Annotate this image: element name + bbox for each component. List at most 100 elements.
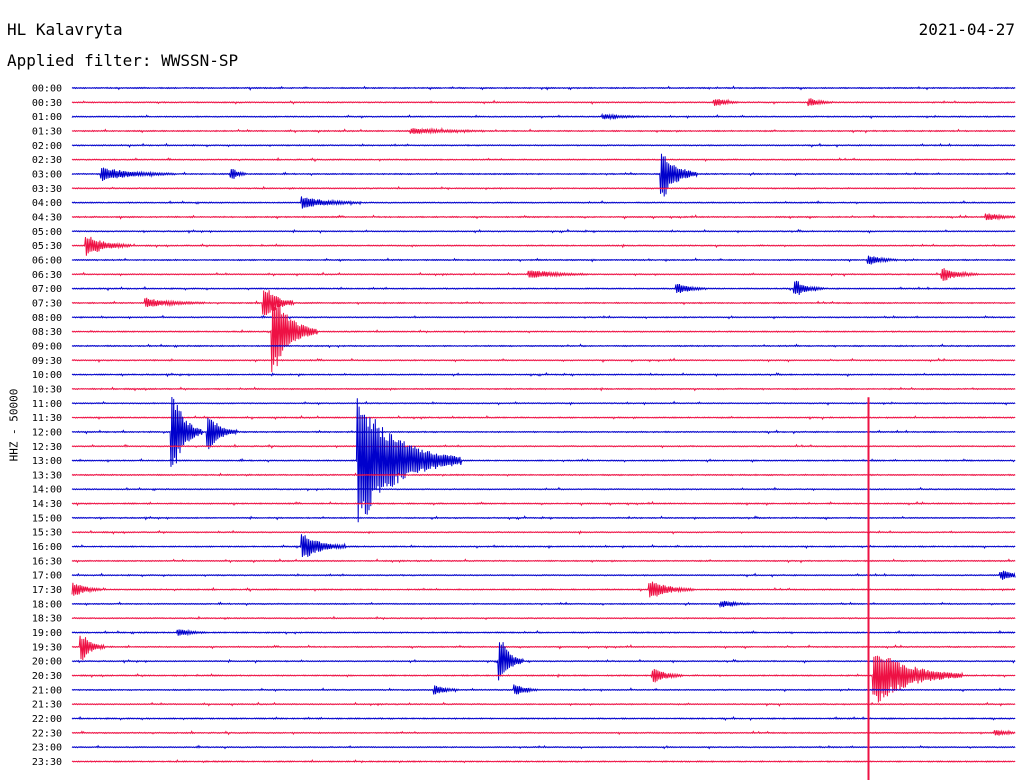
- trace-line: [71, 486, 1016, 492]
- row-tick-label: 12:00: [32, 427, 62, 438]
- row-tick-label: 09:00: [32, 341, 62, 352]
- row-tick-label: 18:30: [32, 614, 62, 625]
- row-tick-label: 04:00: [32, 198, 62, 209]
- row-tick-label: 20:30: [32, 671, 62, 682]
- row-tick-label: 05:00: [32, 227, 62, 238]
- row-tick-label: 12:30: [32, 442, 62, 453]
- trace-line: [71, 112, 1016, 121]
- trace-line: [71, 280, 1016, 295]
- row-tick-label: 05:30: [32, 241, 62, 252]
- trace-line: [71, 142, 1016, 148]
- row-tick-label: 03:30: [32, 184, 62, 195]
- trace-line: [71, 744, 1016, 750]
- row-tick-label: 14:30: [32, 499, 62, 510]
- row-tick-label: 10:00: [32, 370, 62, 381]
- row-tick-label: 15:30: [32, 528, 62, 539]
- filter-label: Applied filter: WWSSN-SP: [7, 51, 239, 70]
- trace-line: [71, 558, 1016, 564]
- trace-line: [71, 85, 1016, 91]
- row-tick-label: 10:30: [32, 384, 62, 395]
- trace-line: [71, 581, 1016, 598]
- row-tick-label: 07:30: [32, 298, 62, 309]
- trace-line: [71, 236, 1016, 256]
- row-tick-label: 18:00: [32, 599, 62, 610]
- row-tick-label: 11:00: [32, 399, 62, 410]
- row-tick-label: 23:00: [32, 743, 62, 754]
- row-tick-label: 02:30: [32, 155, 62, 166]
- trace-line: [71, 400, 1016, 406]
- trace-line: [71, 443, 1016, 449]
- trace-line: [71, 294, 1016, 373]
- row-tick-label: 19:30: [32, 642, 62, 653]
- trace-line: [71, 684, 1016, 695]
- trace-line: [71, 228, 1016, 234]
- row-tick-label: 13:30: [32, 470, 62, 481]
- row-tick-label: 00:30: [32, 98, 62, 109]
- trace-line: [71, 759, 1016, 764]
- trace-lines: [71, 85, 1016, 780]
- row-tick-label: 08:00: [32, 313, 62, 324]
- row-tick-label: 15:00: [32, 513, 62, 524]
- row-tick-label: 16:00: [32, 542, 62, 553]
- station-name: HL Kalavryta: [7, 20, 123, 39]
- trace-line: [71, 615, 1016, 621]
- trace-line: [71, 126, 1016, 135]
- row-tick-label: 14:00: [32, 485, 62, 496]
- trace-line: [71, 570, 1016, 580]
- row-tick-label: 02:00: [32, 141, 62, 152]
- row-tick-label: 04:30: [32, 212, 62, 223]
- row-tick-label: 16:30: [32, 556, 62, 567]
- row-tick-label: 11:30: [32, 413, 62, 424]
- trace-line: [71, 500, 1016, 507]
- row-tick-labels: 00:00 00:30 01:00 01:30 02:00 02:30 03:00 03:30…: [32, 84, 62, 769]
- trace-line: [71, 600, 1016, 609]
- trace-line: [71, 196, 1016, 209]
- row-tick-label: 22:30: [32, 728, 62, 739]
- row-tick-label: 01:00: [32, 112, 62, 123]
- row-tick-label: 17:00: [32, 571, 62, 582]
- trace-line: [71, 628, 1016, 637]
- trace-line: [71, 156, 1016, 163]
- trace-line: [71, 268, 1016, 281]
- row-tick-label: 06:30: [32, 270, 62, 281]
- row-tick-label: 01:30: [32, 126, 62, 137]
- row-tick-label: 23:30: [32, 757, 62, 768]
- row-tick-label: 03:00: [32, 169, 62, 180]
- trace-line: [71, 414, 1016, 421]
- row-tick-label: 22:00: [32, 714, 62, 725]
- trace-line: [71, 185, 1016, 191]
- trace-line: [71, 386, 1016, 392]
- trace-line: [71, 343, 1016, 349]
- row-tick-label: 17:30: [32, 585, 62, 596]
- trace-line: [71, 472, 1016, 477]
- row-tick-label: 20:00: [32, 657, 62, 668]
- record-date: 2021-04-27: [918, 20, 1015, 39]
- trace-line: [71, 98, 1016, 107]
- trace-line: [71, 655, 1016, 703]
- trace-line: [71, 635, 1016, 661]
- row-tick-label: 19:00: [32, 628, 62, 639]
- trace-line: [71, 255, 1016, 265]
- row-tick-label: 07:00: [32, 284, 62, 295]
- trace-line: [71, 153, 1016, 197]
- trace-line: [71, 314, 1016, 320]
- trace-line: [71, 357, 1016, 363]
- trace-line: [71, 396, 1016, 467]
- trace-line: [71, 213, 1016, 221]
- trace-line: [71, 371, 1016, 378]
- trace-line: [71, 715, 1016, 721]
- row-tick-label: 06:00: [32, 255, 62, 266]
- trace-line: [71, 642, 1016, 681]
- row-tick-label: 09:30: [32, 356, 62, 367]
- trace-line: [71, 529, 1016, 535]
- row-tick-label: 13:00: [32, 456, 62, 467]
- trace-line: [71, 398, 1016, 523]
- row-tick-label: 08:30: [32, 327, 62, 338]
- row-tick-label: 21:00: [32, 685, 62, 696]
- trace-line: [71, 729, 1016, 736]
- trace-line: [71, 290, 1016, 316]
- trace-line: [71, 701, 1016, 707]
- row-tick-label: 00:00: [32, 84, 62, 95]
- trace-line: [71, 534, 1016, 558]
